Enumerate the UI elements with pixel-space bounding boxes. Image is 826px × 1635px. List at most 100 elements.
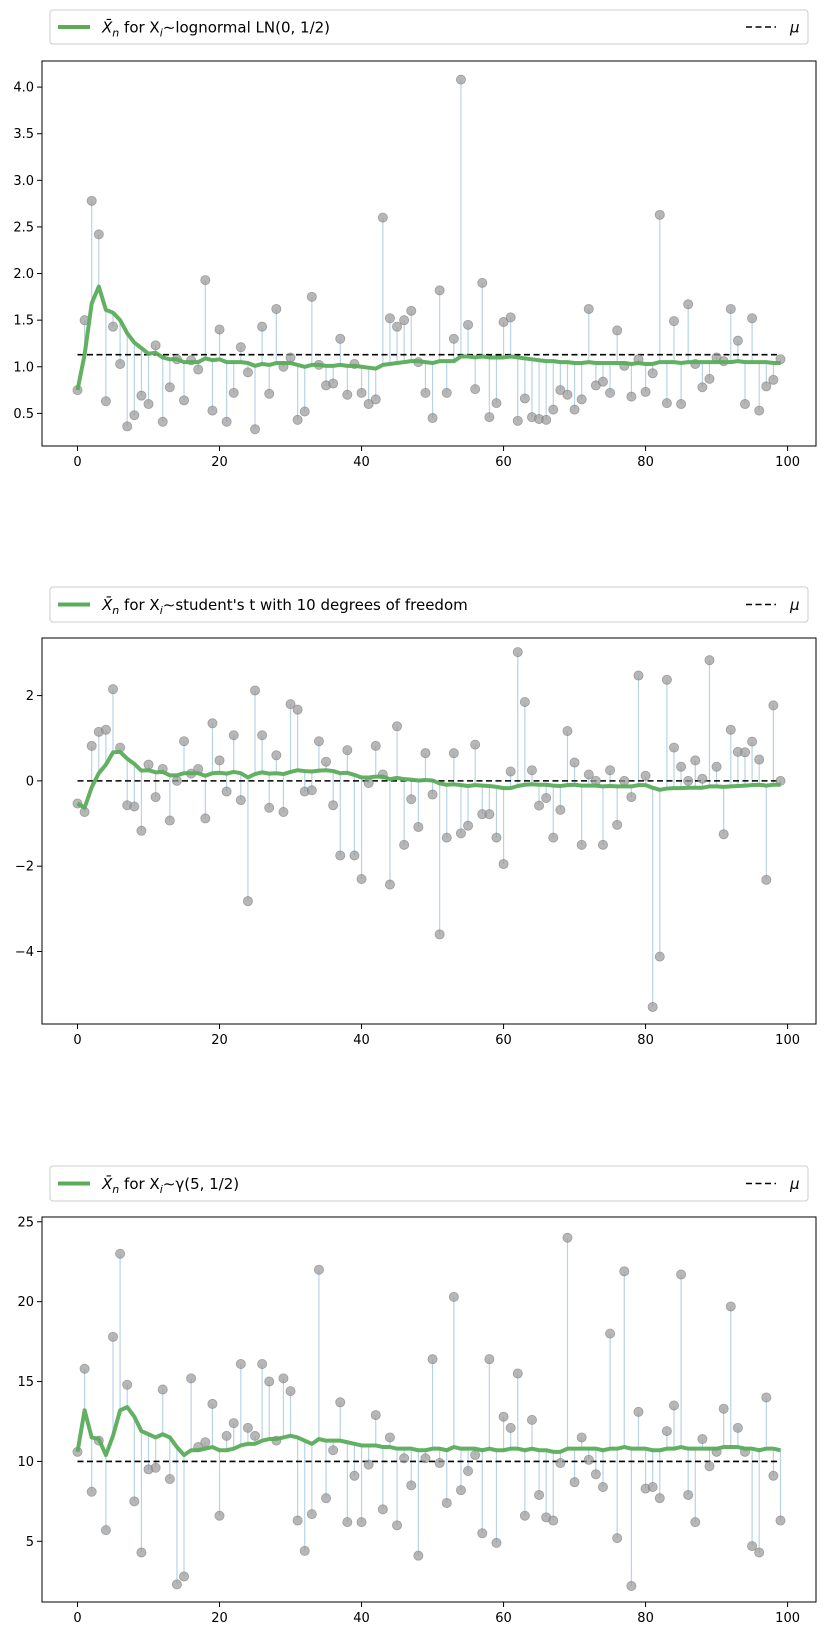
running-mean-line (75, 1405, 781, 1458)
x-tick-label: 60 (495, 455, 512, 470)
legend-mu-label: μ (789, 596, 800, 614)
sample-point (562, 389, 573, 400)
sample-point (519, 696, 530, 707)
sample-point (285, 699, 296, 710)
sample-point (406, 1480, 417, 1491)
sample-point (512, 415, 523, 426)
sample-point (356, 1517, 367, 1528)
x-tick-label: 0 (73, 455, 81, 470)
sample-point (768, 1470, 779, 1481)
sample-point (612, 325, 623, 336)
sample-point (100, 1525, 111, 1536)
legend-sub-n: n (112, 604, 119, 617)
sample-point (526, 765, 537, 776)
sample-point (576, 839, 587, 850)
plot-area (72, 74, 786, 435)
sample-point (498, 1411, 509, 1422)
sample-point (754, 405, 765, 416)
sample-point (115, 1248, 126, 1259)
sample-point (221, 1430, 232, 1441)
sample-point (200, 275, 211, 286)
sample-point (335, 333, 346, 344)
sample-point (164, 1473, 175, 1484)
legend-for-x: for X (119, 1175, 159, 1193)
sample-point (164, 815, 175, 826)
sample-point (541, 792, 552, 803)
axes-frame (41, 637, 817, 1025)
x-tick-label: 80 (637, 1611, 654, 1626)
sample-point (377, 1504, 388, 1515)
legend-xbar: X̄ (101, 595, 113, 614)
x-tick-label: 40 (353, 1611, 370, 1626)
sample-point (761, 381, 772, 392)
sample-point (647, 368, 658, 379)
legend-mu-label: μ (789, 19, 800, 37)
sample-point (363, 399, 374, 410)
sample-point (377, 212, 388, 223)
sample-point (250, 424, 261, 435)
sample-point (179, 1571, 190, 1582)
sample-point (633, 670, 644, 681)
sample-point (122, 421, 133, 432)
sample-point (349, 850, 360, 861)
sample-point (207, 718, 218, 729)
x-tick-label: 100 (775, 455, 800, 470)
sample-point (264, 1376, 275, 1387)
sample-point (250, 685, 261, 696)
sample-point (420, 1453, 431, 1464)
sample-point (768, 700, 779, 711)
sample-point (143, 759, 154, 770)
sample-point (342, 1517, 353, 1528)
sample-point (612, 819, 623, 830)
sample-point (633, 1406, 644, 1417)
sample-point (349, 1470, 360, 1481)
x-tick-label: 60 (495, 1611, 512, 1626)
y-tick-label: 2.0 (13, 267, 34, 282)
sample-point (548, 1515, 559, 1526)
sample-point (242, 896, 253, 907)
sample-point (668, 1400, 679, 1411)
sample-point (626, 792, 637, 803)
sample-point (257, 1358, 268, 1369)
sample-point (583, 303, 594, 314)
sample-point (583, 769, 594, 780)
sample-point (86, 740, 97, 751)
x-tick-label: 0 (73, 1033, 81, 1048)
sample-point (605, 387, 616, 398)
sample-point (576, 394, 587, 405)
sample-point (732, 1422, 743, 1433)
plot-area (72, 647, 786, 1012)
sample-point (512, 647, 523, 658)
sample-point (278, 807, 289, 818)
sample-point (661, 398, 672, 409)
sample-point (718, 1403, 729, 1414)
legend-dist: ∼student's t with 10 degrees of freedom (163, 596, 468, 614)
y-tick-label: 0.5 (13, 407, 34, 422)
sample-point (676, 761, 687, 772)
sample-point (427, 413, 438, 424)
sample-point (306, 785, 317, 796)
legend-dist: ∼lognormal LN(0, 1/2) (163, 19, 330, 37)
sample-point (491, 398, 502, 409)
sample-point (384, 313, 395, 324)
sample-point (470, 384, 481, 395)
sample-point (541, 414, 552, 425)
sample-point (235, 795, 246, 806)
y-tick-label: 2.5 (13, 220, 34, 235)
legend-sub-n: n (112, 1183, 119, 1196)
sample-point (484, 1354, 495, 1365)
sample-point (363, 778, 374, 789)
sample-point (626, 1581, 637, 1592)
sample-point (441, 1497, 452, 1508)
sample-point (555, 385, 566, 396)
sample-point (100, 724, 111, 735)
sample-point (257, 321, 268, 332)
sample-point (214, 755, 225, 766)
sample-point (399, 1453, 410, 1464)
sample-point (79, 1363, 90, 1374)
sample-point (129, 801, 140, 812)
sample-point (221, 786, 232, 797)
sample-point (498, 317, 509, 328)
sample-point (477, 1528, 488, 1539)
sample-point (747, 736, 758, 747)
